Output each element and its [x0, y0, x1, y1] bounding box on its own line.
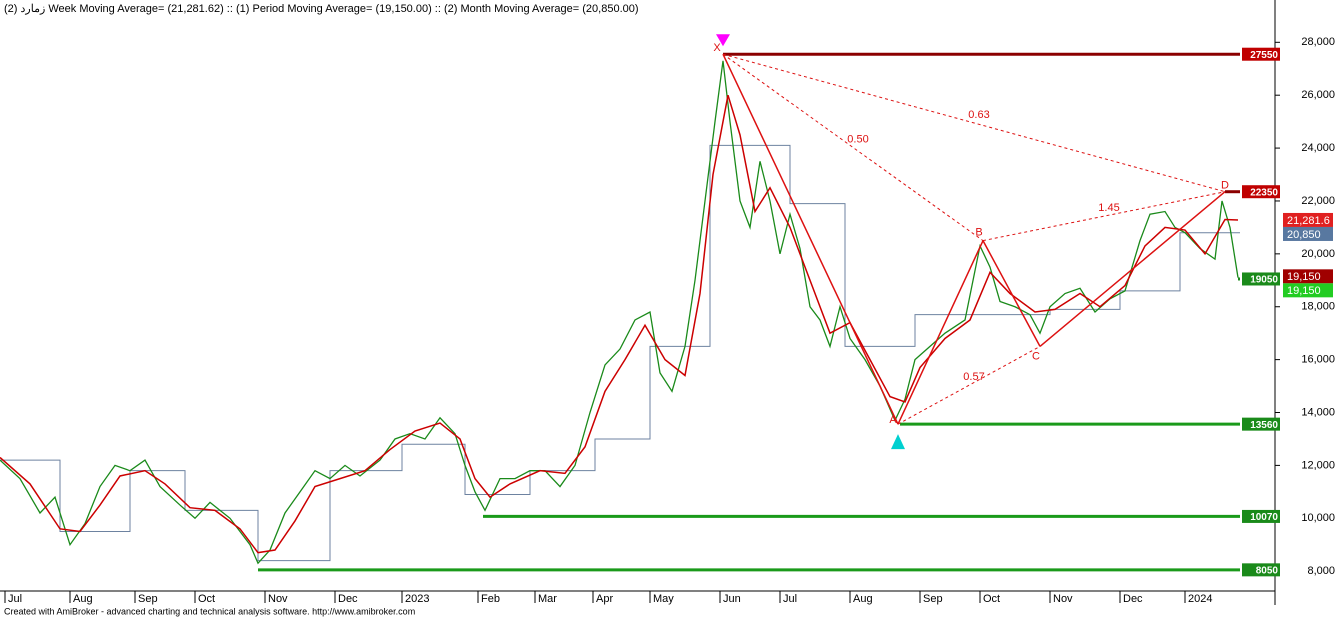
y-tick-label: 16,000: [1301, 354, 1335, 366]
pattern-ratio-line: [982, 191, 1226, 242]
pattern-leg: [982, 240, 1041, 347]
price-box-label: 19,150: [1287, 271, 1321, 283]
level-label: 19050: [1250, 275, 1278, 286]
x-tick-label: Sep: [138, 593, 158, 605]
pattern-ratio: 0.63: [968, 109, 989, 121]
y-tick-label: 14,000: [1301, 406, 1335, 418]
x-tick-label: Jul: [8, 593, 22, 605]
pattern-ratio: 0.57: [963, 371, 984, 383]
level-label: 22350: [1250, 187, 1278, 198]
pattern-leg: [722, 53, 899, 425]
pattern-ratio-line: [722, 53, 1226, 193]
x-tick-label: Feb: [481, 593, 500, 605]
level-box: [1242, 185, 1280, 199]
x-tick-label: Dec: [1123, 593, 1143, 605]
level-label: 8050: [1256, 565, 1279, 576]
x-tick-label: Nov: [1053, 593, 1073, 605]
pattern-point-label: X: [713, 42, 721, 54]
x-tick-label: Apr: [596, 593, 613, 605]
level-box: [1242, 417, 1280, 431]
price-box-label: 20,850: [1287, 229, 1321, 241]
level-box: [1242, 563, 1280, 577]
sell-marker: [716, 34, 730, 47]
pattern-point-label: A: [889, 414, 897, 426]
series-line: [0, 144, 1240, 562]
pattern-ratio: 1.45: [1098, 202, 1119, 214]
y-tick-label: 12,000: [1301, 459, 1335, 471]
chart-title: زمارد (2) Week Moving Average= (21,281.6…: [4, 3, 639, 15]
x-tick-label: Aug: [73, 593, 93, 605]
y-tick-label: 20,000: [1301, 248, 1335, 260]
x-tick-label: 2023: [405, 593, 429, 605]
x-tick-label: Mar: [538, 593, 557, 605]
y-tick-label: 8,000: [1307, 565, 1335, 577]
pattern-point-label: B: [975, 227, 982, 239]
price-box: [1283, 269, 1333, 284]
footer: Created with AmiBroker - advanced charti…: [4, 606, 415, 616]
y-tick-label: 24,000: [1301, 142, 1335, 154]
level-label: 10070: [1250, 512, 1278, 523]
x-tick-label: May: [653, 593, 674, 605]
y-tick-label: 28,000: [1301, 36, 1335, 48]
level-label: 13560: [1250, 420, 1278, 431]
pattern-point-label: D: [1221, 180, 1229, 192]
pattern-leg: [897, 240, 984, 425]
level-box: [1242, 272, 1280, 286]
price-box: [1283, 212, 1333, 227]
y-tick-label: 18,000: [1301, 301, 1335, 313]
buy-marker: [891, 434, 905, 450]
level-label: 27550: [1250, 50, 1278, 61]
series-line: [0, 60, 1239, 565]
x-tick-label: Jun: [723, 593, 741, 605]
x-tick-label: Aug: [853, 593, 873, 605]
x-tick-label: Sep: [923, 593, 943, 605]
x-tick-label: Oct: [983, 593, 1000, 605]
x-tick-label: Nov: [268, 593, 288, 605]
x-tick-label: Dec: [338, 593, 358, 605]
x-tick-label: Jul: [783, 593, 797, 605]
y-tick-label: 10,000: [1301, 512, 1335, 524]
pattern-ratio-line: [722, 53, 984, 242]
price-box: [1283, 226, 1333, 241]
y-tick-label: 22,000: [1301, 195, 1335, 207]
level-box: [1242, 47, 1280, 61]
pattern-ratio-line: [897, 345, 1041, 425]
price-box-label: 19,150: [1287, 285, 1321, 297]
pattern-ratio: 0.50: [847, 133, 868, 145]
level-box: [1242, 509, 1280, 523]
x-tick-label: 2024: [1188, 593, 1212, 605]
pattern-point-label: C: [1032, 350, 1040, 362]
y-tick-label: 26,000: [1301, 89, 1335, 101]
x-tick-label: Oct: [198, 593, 215, 605]
price-box-label: 21,281.6: [1287, 215, 1330, 227]
pattern-leg: [1039, 191, 1226, 347]
series-line: [0, 94, 1239, 554]
price-box: [1283, 283, 1333, 298]
